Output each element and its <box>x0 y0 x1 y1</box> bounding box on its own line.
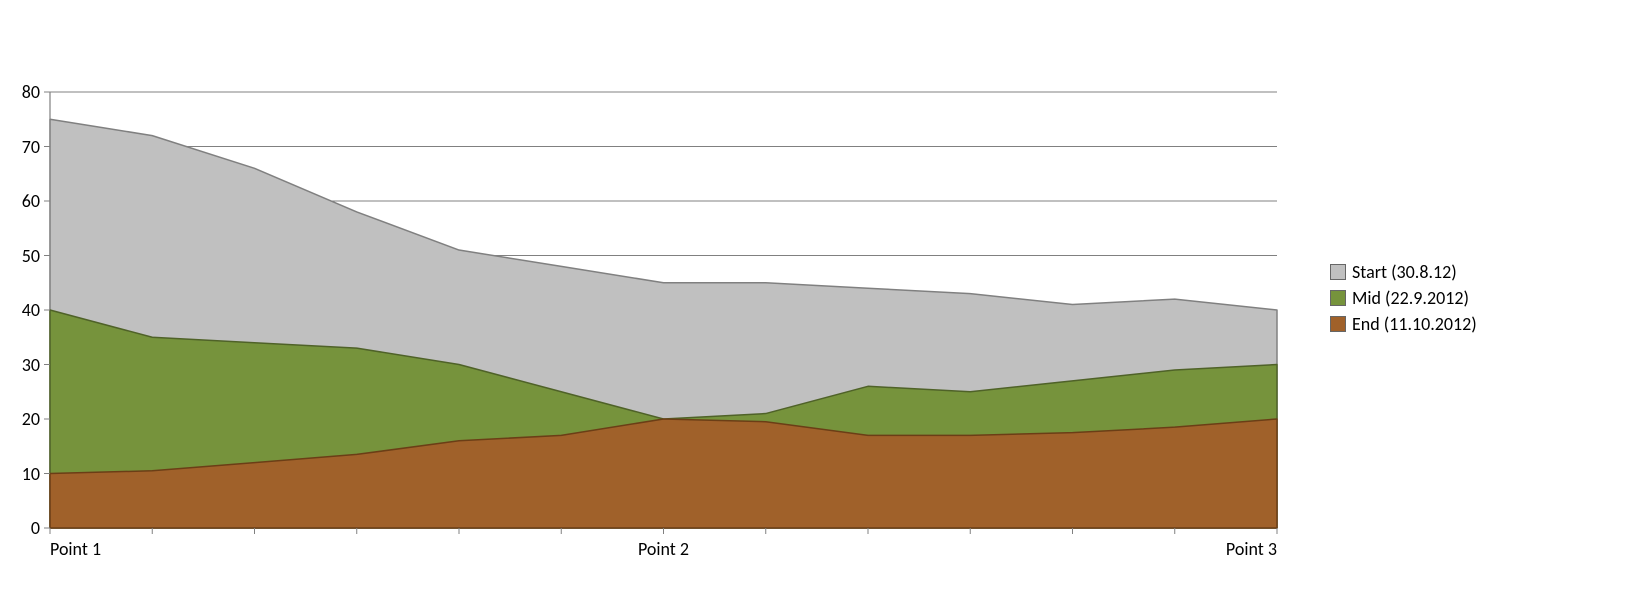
legend-swatch-icon <box>1330 316 1346 332</box>
y-tick-label: 50 <box>0 245 40 267</box>
legend-label: Mid (22.9.2012) <box>1352 287 1469 309</box>
legend-swatch-icon <box>1330 290 1346 306</box>
y-tick-label: 0 <box>0 517 40 539</box>
y-tick-label: 10 <box>0 463 40 485</box>
legend-item: End (11.10.2012) <box>1330 313 1477 335</box>
legend-label: End (11.10.2012) <box>1352 313 1477 335</box>
area-chart: 01020304050607080 Point 1Point 2Point 3 … <box>0 0 1642 598</box>
x-tick-label: Point 1 <box>50 538 170 560</box>
y-tick-label: 60 <box>0 190 40 212</box>
y-tick-label: 40 <box>0 299 40 321</box>
legend-item: Mid (22.9.2012) <box>1330 287 1477 309</box>
y-tick-label: 80 <box>0 81 40 103</box>
x-tick-label: Point 2 <box>604 538 724 560</box>
legend-label: Start (30.8.12) <box>1352 261 1457 283</box>
legend-item: Start (30.8.12) <box>1330 261 1477 283</box>
legend-swatch-icon <box>1330 264 1346 280</box>
y-tick-label: 70 <box>0 136 40 158</box>
y-tick-label: 30 <box>0 354 40 376</box>
y-tick-label: 20 <box>0 408 40 430</box>
chart-legend: Start (30.8.12) Mid (22.9.2012) End (11.10… <box>1330 257 1477 339</box>
x-tick-label: Point 3 <box>1157 538 1277 560</box>
